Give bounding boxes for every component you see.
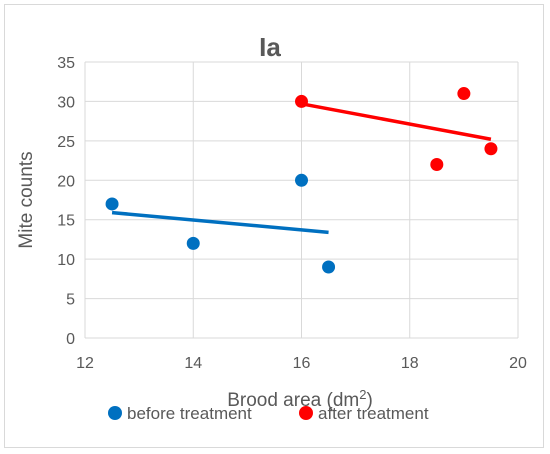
y-tick-label: 35 <box>57 55 75 72</box>
y-tick-label: 10 <box>57 252 75 269</box>
data-point-series-1 <box>457 87 471 101</box>
data-point-series-0 <box>186 236 200 250</box>
data-point-series-0 <box>322 260 336 274</box>
y-tick-label: 25 <box>57 134 75 151</box>
y-axis-ticks: 0 5 10 15 20 25 30 35 <box>57 55 75 348</box>
x-tick-label: 14 <box>184 355 202 372</box>
y-tick-label: 0 <box>66 331 75 348</box>
legend-label-after: after treatment <box>318 404 429 423</box>
data-point-series-1 <box>295 94 308 108</box>
x-axis-label-superscript: 2 <box>359 387 366 402</box>
legend-label-before: before treatment <box>127 404 252 423</box>
trendline-series-1 <box>301 102 492 142</box>
data-point-series-0 <box>295 173 308 187</box>
data-point-series-1 <box>430 158 444 172</box>
x-tick-label: 16 <box>293 355 311 372</box>
grid-lines <box>84 61 519 339</box>
trendline-series-0 <box>111 210 329 235</box>
trendlines <box>111 102 492 235</box>
data-point-series-0 <box>105 197 119 211</box>
x-axis-label-close: ) <box>366 390 372 411</box>
legend: before treatment after treatment <box>108 404 429 423</box>
x-axis-label-main: Brood area (dm <box>227 390 359 411</box>
x-axis-ticks: 12 14 16 18 20 <box>76 355 527 372</box>
chart-title: Ia <box>259 32 281 62</box>
y-axis-label: Mite counts <box>16 151 37 248</box>
legend-marker-after <box>299 406 313 420</box>
x-axis-label: Brood area (dm2) <box>227 387 373 411</box>
legend-marker-before <box>108 406 122 420</box>
y-tick-label: 5 <box>66 292 75 309</box>
data-points <box>105 87 498 274</box>
y-tick-label: 30 <box>57 94 75 111</box>
x-tick-label: 18 <box>401 355 419 372</box>
y-tick-label: 15 <box>57 213 75 230</box>
y-tick-label: 20 <box>57 173 75 190</box>
data-point-series-1 <box>484 142 498 156</box>
x-tick-label: 20 <box>509 355 527 372</box>
x-tick-label: 12 <box>76 355 94 372</box>
